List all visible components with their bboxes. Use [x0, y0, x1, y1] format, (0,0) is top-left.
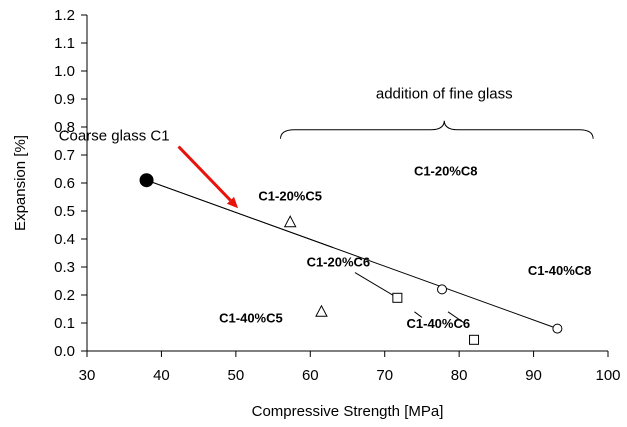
- y-tick-label: 1.1: [54, 35, 75, 52]
- x-tick-label: 80: [451, 367, 468, 384]
- curly-brace: [280, 120, 594, 139]
- trend-line: [146, 179, 333, 248]
- annotation-c1-20-c5: C1-20%C5: [258, 189, 322, 204]
- y-tick-label: 0.9: [54, 91, 75, 108]
- annotation-coarse-glass-c1: Coarse glass C1: [59, 127, 170, 144]
- y-tick-label: 1.2: [54, 7, 75, 24]
- annotation-c1-40-c6: C1-40%C6: [407, 316, 471, 331]
- trend-arrow-head: [226, 196, 239, 209]
- y-tick-label: 0.1: [54, 315, 75, 332]
- leader-line: [354, 272, 398, 299]
- point-c1-40-c6: [469, 334, 480, 345]
- y-tick-label: 0.4: [54, 231, 75, 248]
- y-tick-label: 0.8: [54, 119, 75, 136]
- y-tick-label: 0.0: [54, 343, 75, 360]
- x-tick-label: 70: [376, 367, 393, 384]
- annotation-c1-20-c8: C1-20%C8: [414, 163, 478, 178]
- x-tick-label: 60: [302, 367, 319, 384]
- x-axis-title: Compressive Strength [MPa]: [252, 403, 444, 420]
- y-tick-label: 0.5: [54, 203, 75, 220]
- point-c1-20-c6: [392, 292, 403, 303]
- y-tick-label: 0.6: [54, 175, 75, 192]
- y-axis-title: Expansion [%]: [12, 135, 29, 231]
- point-c1-40-c5: [315, 304, 328, 317]
- leader-line: [447, 311, 465, 324]
- annotation-addition-of-fine-glass: addition of fine glass: [376, 85, 513, 102]
- trend-arrow: [177, 145, 232, 202]
- x-tick-label: 90: [525, 367, 542, 384]
- y-tick-label: 0.3: [54, 259, 75, 276]
- point-coarse-glass-c1: [139, 173, 154, 188]
- y-tick-label: 1.0: [54, 63, 75, 80]
- x-tick-label: 100: [595, 367, 620, 384]
- annotation-c1-20-c6: C1-20%C6: [307, 254, 371, 269]
- y-tick-label: 0.2: [54, 287, 75, 304]
- point-c1-20-c8: [437, 284, 448, 295]
- point-c1-40-c8: [552, 323, 563, 334]
- x-tick-label: 40: [153, 367, 170, 384]
- annotation-c1-40-c8: C1-40%C8: [528, 263, 592, 278]
- x-tick-label: 50: [228, 367, 245, 384]
- y-tick-label: 0.7: [54, 147, 75, 164]
- point-c1-20-c5: [283, 215, 297, 228]
- leader-line: [414, 311, 423, 318]
- annotation-c1-40-c5: C1-40%C5: [219, 310, 283, 325]
- x-tick-label: 30: [79, 367, 96, 384]
